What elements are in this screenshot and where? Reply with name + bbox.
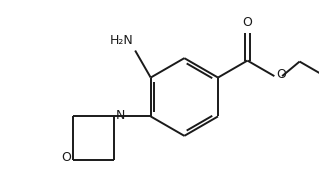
Text: H₂N: H₂N — [110, 34, 133, 47]
Text: O: O — [276, 68, 286, 81]
Text: N: N — [116, 109, 125, 122]
Text: O: O — [242, 16, 252, 29]
Text: O: O — [61, 151, 71, 164]
